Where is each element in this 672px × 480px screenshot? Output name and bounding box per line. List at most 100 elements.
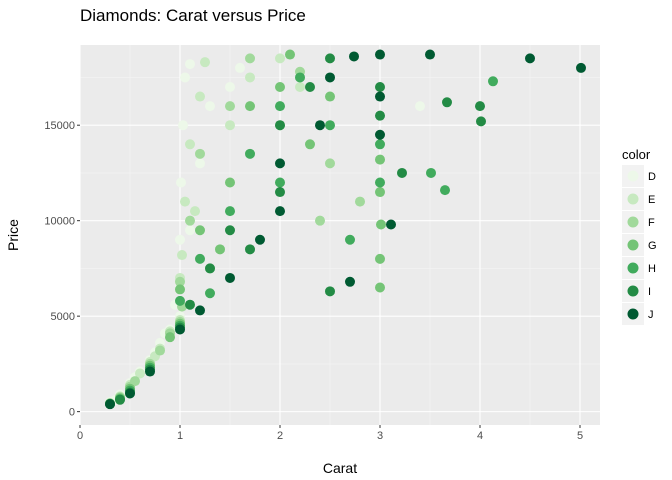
data-point-G [195,225,205,236]
data-point-D [185,59,195,70]
legend-item-H: H [622,257,656,279]
legend-item-G: G [622,234,657,256]
y-tick-label: 15000 [44,120,75,132]
data-point-J [576,62,586,73]
data-point-J [375,91,385,102]
data-point-J [255,234,265,245]
data-point-H [275,101,285,112]
data-point-G [375,282,385,293]
data-point-F [130,376,140,387]
data-point-J [349,51,359,62]
data-point-D [235,62,245,73]
data-point-F [225,101,235,112]
data-point-G [375,253,385,264]
data-point-F [315,215,325,226]
data-point-H [295,72,305,83]
data-point-G [285,49,295,60]
data-point-J [375,129,385,140]
data-point-E [135,368,145,379]
y-tick-label: 10000 [44,216,75,228]
legend-label-H: H [648,263,656,275]
legend-key-J [627,308,639,320]
data-point-D [415,101,425,112]
data-point-G [325,91,335,102]
data-point-I [397,167,407,178]
x-axis: 0 1 2 3 4 5 [77,425,583,442]
data-point-E [225,120,235,131]
data-point-I [442,97,452,108]
legend-key-G [627,239,639,251]
data-point-G [275,82,285,93]
data-point-I [275,187,285,198]
data-point-D [176,177,186,188]
data-point-I [325,286,335,297]
data-point-J [375,49,385,60]
data-point-I [275,120,285,131]
data-point-H [275,177,285,188]
plot-panel [80,45,600,425]
data-point-E [195,91,205,102]
x-axis-title: Carat [323,460,357,476]
data-point-H [175,295,185,306]
chart-title: Diamonds: Carat versus Price [80,6,306,25]
data-point-I [225,225,235,236]
x-tick-label: 1 [177,430,183,442]
data-point-I [475,101,485,112]
data-point-H [345,234,355,245]
data-point-J [325,72,335,83]
data-point-D [205,101,215,112]
legend-label-D: D [648,171,656,183]
legend-item-J: J [622,303,654,325]
data-point-D [178,120,188,131]
data-point-H [488,76,498,87]
legend-label-G: G [648,240,657,252]
data-point-J [195,305,205,316]
data-point-E [275,53,285,64]
legend-label-I: I [648,286,651,298]
legend-item-F: F [622,211,655,233]
data-point-J [345,276,355,287]
data-point-G [375,187,385,198]
data-point-I [476,116,486,127]
data-point-F [185,215,195,226]
data-point-F [155,345,165,356]
data-point-G [215,244,225,255]
data-point-I [205,263,215,274]
data-point-E [185,139,195,150]
legend-title: color [622,147,651,162]
data-point-F [355,196,365,207]
y-tick-label: 0 [69,407,75,419]
data-point-I [325,53,335,64]
data-point-J [225,272,235,283]
x-tick-label: 3 [377,430,383,442]
legend-key-I [627,285,639,297]
data-point-J [145,366,155,377]
legend-label-E: E [648,194,655,206]
data-point-J [275,206,285,217]
data-point-E [190,206,200,217]
data-point-H [325,120,335,131]
x-tick-label: 2 [277,430,283,442]
data-point-G [375,154,385,165]
data-point-J [175,324,185,335]
data-point-D [175,234,185,245]
data-point-D [225,82,235,93]
data-point-G [376,219,386,230]
x-tick-label: 5 [577,430,583,442]
data-point-J [125,388,135,399]
data-point-I [305,82,315,93]
data-point-F [245,53,255,64]
data-point-J [105,399,115,410]
data-point-G [305,139,315,150]
data-points [105,49,586,410]
data-point-G [225,177,235,188]
data-point-G [175,284,185,295]
x-tick-label: 0 [77,430,83,442]
data-point-F [195,148,205,159]
data-point-I [375,110,385,121]
data-point-H [375,177,385,188]
data-point-H [205,288,215,299]
data-point-H [245,148,255,159]
